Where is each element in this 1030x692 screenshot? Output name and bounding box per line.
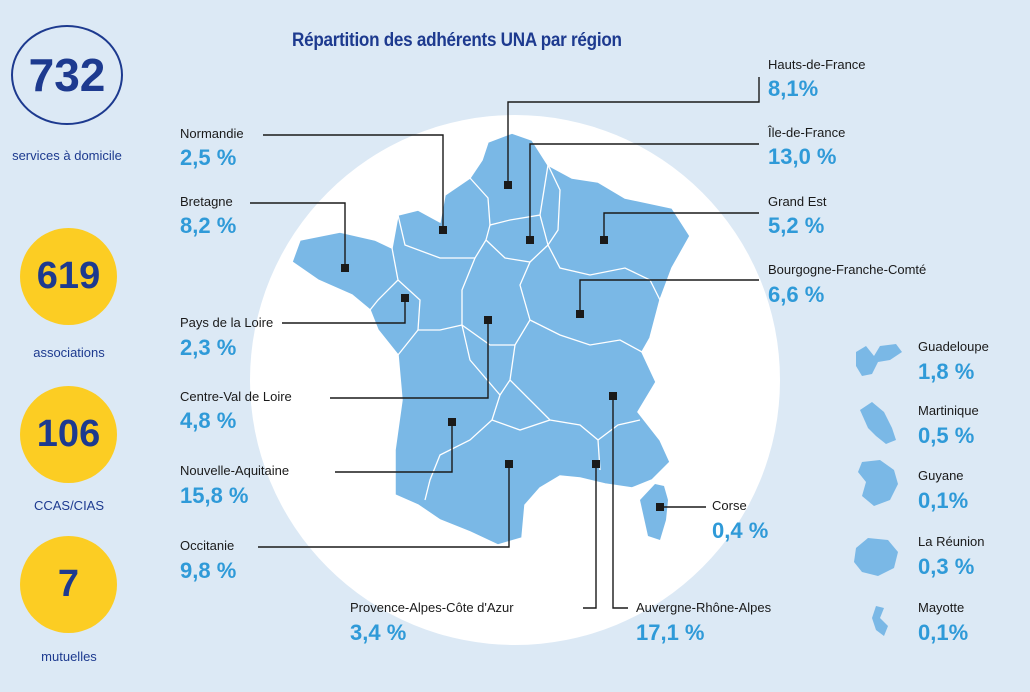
overseas-value-la-reunion: 0,3 % (918, 554, 975, 579)
leader-lines (250, 77, 760, 609)
stat-value-associations: 619 (36, 255, 101, 297)
border-nouvelle-aquitaine (397, 324, 501, 501)
region-value-ile-de-france: 13,0 % (768, 144, 837, 169)
page-title: Répartition des adhérents UNA par région (292, 30, 622, 51)
overseas-name-mayotte: Mayotte (918, 600, 965, 615)
border-bfc (529, 319, 643, 353)
leader-pays-de-la-loire (282, 298, 406, 324)
region-value-nouvelle-aquitaine: 15,8 % (180, 483, 249, 508)
marker-bourgogne-franche-comte (576, 310, 584, 318)
border-ara (499, 344, 601, 471)
region-name-ile-de-france: Île-de-France (768, 125, 846, 140)
marker-pays-de-la-loire (401, 294, 409, 302)
region-name-provence-alpes-cote-dazur: Provence-Alpes-Côte d'Azur (350, 600, 514, 615)
border-hauts-idf (469, 164, 549, 226)
marker-nouvelle-aquitaine (448, 418, 456, 426)
overseas-value-martinique: 0,5 % (918, 423, 975, 448)
border-normandie (397, 214, 487, 259)
marker-occitanie (505, 460, 513, 468)
marker-provence-alpes-cote-dazur (592, 460, 600, 468)
region-value-hauts-de-france: 8,1% (768, 76, 819, 101)
region-name-normandie: Normandie (180, 126, 244, 141)
stat-circle-mutuelles: 7 (20, 536, 117, 633)
region-borders (369, 164, 661, 501)
overseas-value-mayotte: 0,1% (918, 620, 969, 645)
martinique-shape (860, 402, 896, 444)
mayotte-shape (872, 606, 888, 636)
region-value-pays-de-la-loire: 2,3 % (180, 335, 237, 360)
region-markers (341, 181, 664, 511)
region-value-corse: 0,4 % (712, 518, 769, 543)
marker-grand-est (600, 236, 608, 244)
stat-circle-associations: 619 (20, 228, 117, 325)
leader-nouvelle-aquitaine (335, 422, 453, 473)
border-idf (485, 214, 549, 263)
border-paca (597, 419, 641, 441)
leader-bretagne (250, 202, 346, 268)
overseas-name-martinique: Martinique (918, 403, 979, 418)
region-name-centre-val-de-loire: Centre-Val de Loire (180, 389, 292, 404)
la-reunion-shape (854, 538, 898, 576)
stat-value-mutuelles: 7 (57, 563, 80, 605)
region-value-centre-val-de-loire: 4,8 % (180, 408, 237, 433)
leader-occitanie (258, 464, 510, 548)
guadeloupe-shape (856, 344, 902, 376)
border-grand-est (547, 164, 661, 301)
marker-centre-val-de-loire (484, 316, 492, 324)
guyane-shape (858, 460, 898, 506)
leader-provence-alpes-cote-dazur (583, 464, 597, 609)
marker-auvergne-rhone-alpes (609, 392, 617, 400)
overseas-value-guyane: 0,1% (918, 488, 969, 513)
region-name-nouvelle-aquitaine: Nouvelle-Aquitaine (180, 463, 290, 478)
leader-bourgogne-franche-comte (579, 279, 759, 314)
leader-grand-est (603, 212, 759, 240)
marker-corse (656, 503, 664, 511)
region-value-bretagne: 8,2 % (180, 213, 237, 238)
region-value-grand-est: 5,2 % (768, 213, 825, 238)
mainland-france-shape (291, 132, 691, 546)
border-centre (461, 257, 531, 346)
region-name-bourgogne-franche-comte: Bourgogne-Franche-Comté (768, 262, 927, 277)
stat-circle-ccas: 106 (20, 386, 117, 483)
stat-circle-services: 732 (11, 25, 123, 125)
stat-label-associations: associations (33, 345, 105, 360)
region-name-pays-de-la-loire: Pays de la Loire (180, 315, 274, 330)
region-value-auvergne-rhone-alpes: 17,1 % (636, 620, 705, 645)
region-value-normandie: 2,5 % (180, 145, 237, 170)
stat-label-ccas: CCAS/CIAS (33, 498, 105, 513)
region-name-occitanie: Occitanie (180, 538, 235, 553)
overseas-name-guyane: Guyane (918, 468, 964, 483)
region-value-bourgogne-franche-comte: 6,6 % (768, 282, 825, 307)
stat-value-services: 732 (28, 49, 106, 101)
overseas-name-guadeloupe: Guadeloupe (918, 339, 989, 354)
stat-label-mutuelles: mutuelles (41, 649, 97, 664)
stat-value-ccas: 106 (36, 413, 101, 455)
marker-bretagne (341, 264, 349, 272)
overseas-name-la-reunion: La Réunion (918, 534, 985, 549)
leader-normandie (263, 134, 444, 230)
leader-hauts-de-france (507, 77, 760, 185)
overseas-value-guadeloupe: 1,8 % (918, 359, 975, 384)
corse-shape (640, 484, 668, 540)
region-name-bretagne: Bretagne (180, 194, 233, 209)
border-occitanie (491, 419, 551, 431)
region-value-provence-alpes-cote-dazur: 3,4 % (350, 620, 407, 645)
region-name-hauts-de-france: Hauts-de-France (768, 57, 866, 72)
region-name-corse: Corse (712, 498, 747, 513)
marker-hauts-de-france (504, 181, 512, 189)
border-bretagne (369, 247, 399, 311)
leader-auvergne-rhone-alpes (612, 396, 628, 609)
marker-normandie (439, 226, 447, 234)
marker-ile-de-france (526, 236, 534, 244)
stat-label-services: services à domicile (12, 148, 122, 163)
region-name-grand-est: Grand Est (768, 194, 827, 209)
region-value-occitanie: 9,8 % (180, 558, 237, 583)
region-name-auvergne-rhone-alpes: Auvergne-Rhône-Alpes (636, 600, 772, 615)
leader-ile-de-france (529, 143, 759, 240)
leader-centre-val-de-loire (330, 320, 489, 399)
